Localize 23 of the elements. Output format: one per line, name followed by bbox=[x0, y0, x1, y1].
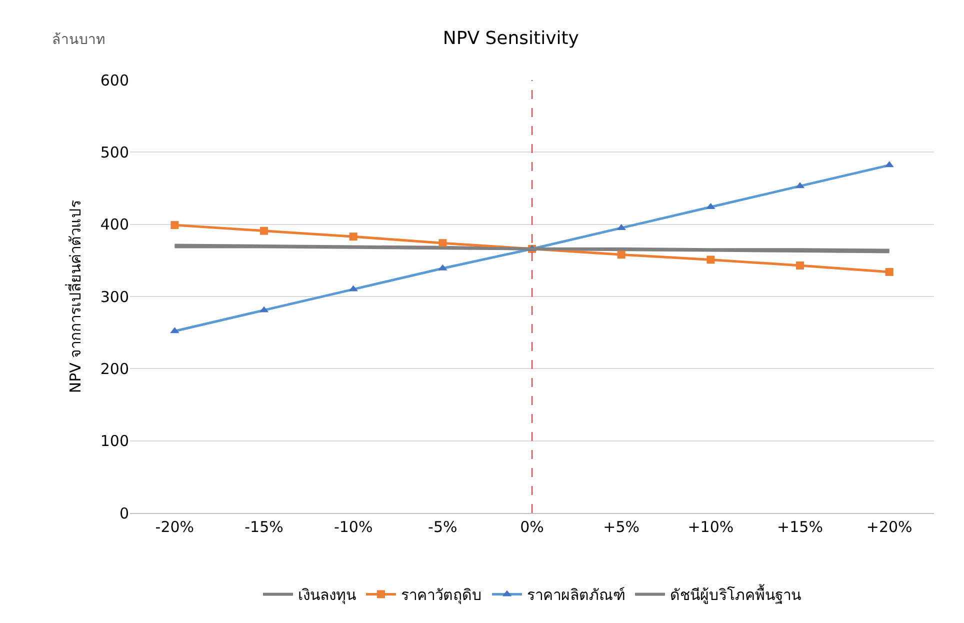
x-tick-label: 0% bbox=[520, 518, 544, 536]
x-tick-label: +15% bbox=[777, 518, 823, 536]
legend-label: เงินลงทุน bbox=[298, 586, 356, 606]
y-tick-label: 100 bbox=[100, 432, 129, 450]
y-tick-label: 0 bbox=[119, 504, 129, 522]
x-tick-label: +5% bbox=[603, 518, 640, 536]
x-tick-label: -20% bbox=[155, 518, 194, 536]
y-tick-label: 200 bbox=[100, 360, 129, 378]
x-tick-label: -10% bbox=[334, 518, 373, 536]
y-axis-title: NPV จากการเปลี่ยนค่าตัวแปร bbox=[64, 200, 85, 394]
x-tick-label: +20% bbox=[866, 518, 912, 536]
chart-title: NPV Sensitivity bbox=[442, 28, 580, 49]
y-tick-label: 500 bbox=[100, 143, 129, 162]
text: ล้านบาท bbox=[52, 32, 105, 48]
legend-label: ดัชนีผู้บริโภคพื้นฐาน bbox=[670, 584, 801, 604]
y-tick-label: 300 bbox=[100, 288, 129, 306]
legend-label: ราคาวัตถุดิบ bbox=[401, 586, 482, 606]
x-tick-label: -5% bbox=[428, 518, 458, 536]
x-tick-label: +10% bbox=[688, 518, 734, 536]
y-tick-label: 400 bbox=[100, 216, 129, 234]
x-tick-label: -15% bbox=[244, 518, 284, 536]
legend-label: ราคาผลิตภัณฑ์ bbox=[527, 586, 625, 604]
y-tick-label: 600 bbox=[100, 71, 129, 90]
